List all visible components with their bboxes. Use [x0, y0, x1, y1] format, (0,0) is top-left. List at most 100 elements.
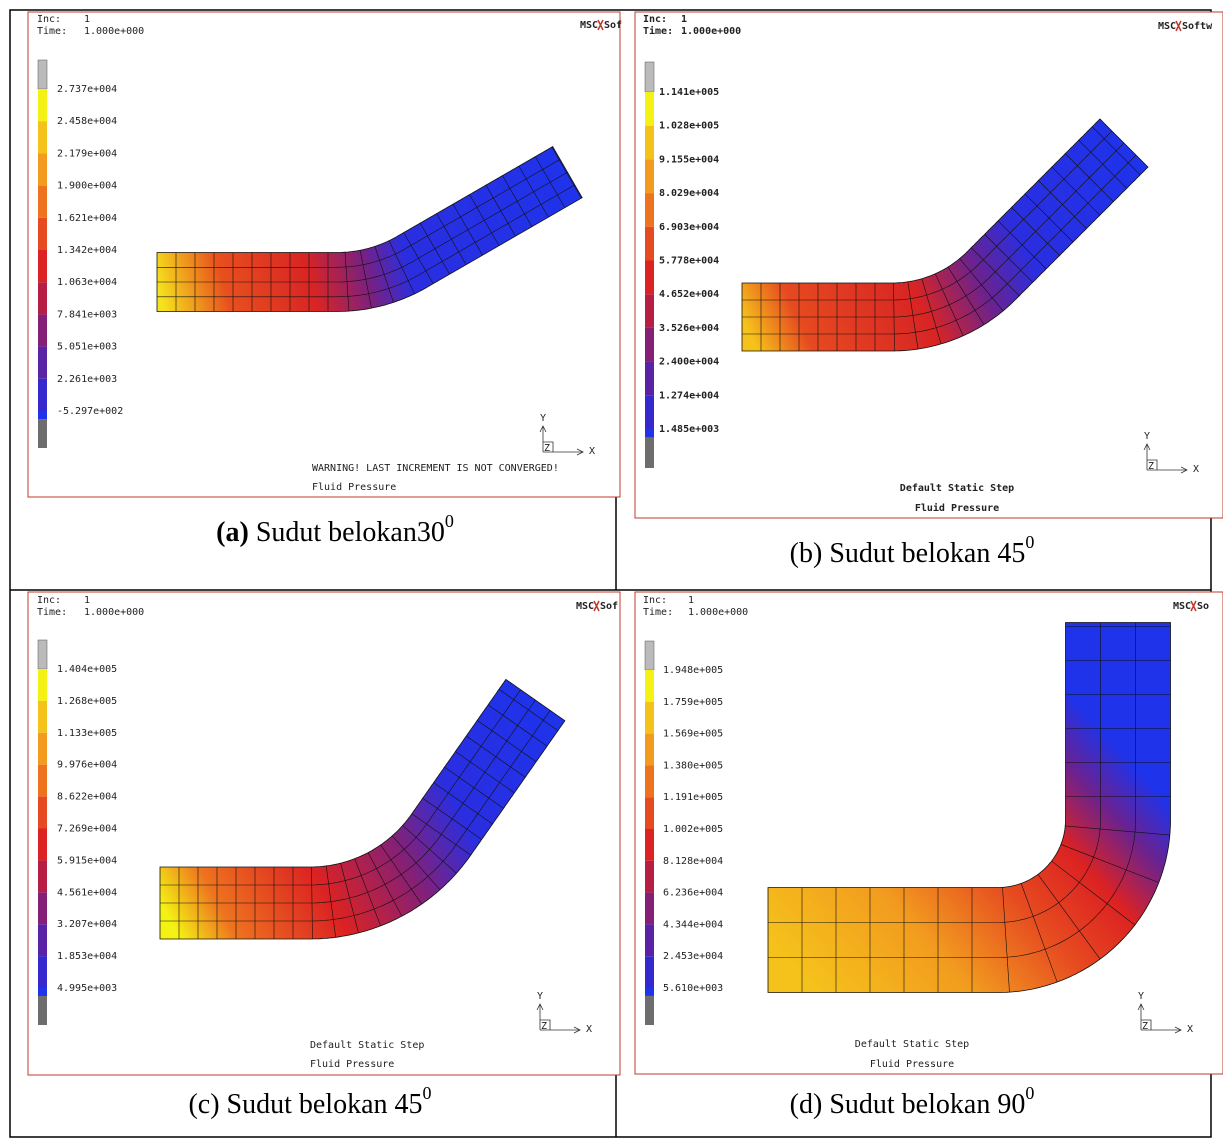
inc-value: 1: [84, 14, 90, 25]
legend-label: 2.453e+004: [663, 951, 723, 962]
legend-label: 1.759e+005: [663, 697, 723, 708]
caption-text: Sudut belokan 45: [829, 538, 1025, 569]
legend-label: 5.610e+003: [663, 983, 723, 994]
colorbar-band: [645, 227, 654, 261]
legend-label: 2.179e+004: [57, 148, 117, 159]
legend-label: 1.404e+005: [57, 664, 117, 675]
colorbar-band: [645, 734, 654, 766]
colorbar-band: [38, 988, 47, 996]
panel: Inc:1Time:1.000e+000MSCSof1.404e+0051.26…: [28, 592, 620, 1075]
legend-label: 8.622e+004: [57, 792, 117, 803]
time-label: Time:: [643, 607, 673, 618]
legend-label: 5.915e+004: [57, 855, 117, 866]
legend-label: -5.297e+002: [57, 406, 123, 417]
colorbar-band: [38, 121, 47, 153]
status-message: Fluid Pressure: [870, 1059, 954, 1070]
logo-tail: So: [1197, 601, 1209, 612]
caption-space: [220, 1089, 227, 1120]
colorbar-band: [38, 89, 47, 121]
caption-text: Sudut belokan30: [256, 517, 445, 548]
colorbar-band: [38, 282, 47, 314]
legend-label: 1.900e+004: [57, 181, 117, 192]
legend-label: 2.737e+004: [57, 84, 117, 95]
colorbar-cap: [38, 419, 47, 448]
status-message: WARNING! LAST INCREMENT IS NOT CONVERGED…: [312, 463, 559, 474]
colorbar-band: [645, 193, 654, 227]
time-value: 1.000e+000: [688, 607, 748, 618]
colorbar-band: [38, 314, 47, 346]
colorbar-band: [645, 956, 654, 988]
inc-value: 1: [681, 14, 687, 25]
time-label: Time:: [643, 25, 673, 37]
legend-label: 9.155e+004: [659, 154, 719, 165]
inc-label: Inc:: [37, 14, 61, 25]
colorbar-cap: [645, 437, 654, 468]
colorbar-band: [645, 765, 654, 797]
axis-label: X: [1187, 1024, 1193, 1035]
legend-label: 1.141e+005: [659, 87, 719, 98]
legend-label: 7.841e+003: [57, 309, 117, 320]
legend-label: 8.029e+004: [659, 188, 719, 199]
colorbar-band: [38, 829, 47, 861]
time-value: 1.000e+000: [84, 26, 144, 37]
legend-label: 1.853e+004: [57, 951, 117, 962]
axis-label: Y: [540, 413, 546, 424]
logo-tail: Sof: [600, 601, 618, 612]
axis-label: Z: [541, 1021, 547, 1032]
legend-label: 1.342e+004: [57, 245, 117, 256]
colorbar-band: [645, 362, 654, 396]
inc-value: 1: [688, 595, 694, 606]
legend-label: 1.569e+005: [663, 729, 723, 740]
legend-label: 6.236e+004: [663, 888, 723, 899]
figure: Inc: 1 Time: 1.000e+000 MSC Sof 2.737e+004 2.45…: [0, 0, 1223, 1138]
colorbar-band: [645, 829, 654, 861]
caption-text: Sudut belokan 45: [227, 1089, 423, 1120]
colorbar-band: [38, 186, 47, 218]
legend-label: 1.002e+005: [663, 824, 723, 835]
colorbar-band: [38, 765, 47, 797]
legend-label: 7.269e+004: [57, 824, 117, 835]
colorbar-band: [645, 328, 654, 362]
colorbar-band: [38, 347, 47, 379]
inc-label: Inc:: [37, 595, 61, 606]
axis-label: Y: [1144, 431, 1150, 442]
time-value: 1.000e+000: [84, 607, 144, 618]
colorbar-band: [645, 988, 654, 996]
legend-label: 1.274e+004: [659, 390, 719, 401]
axis-label: Y: [537, 991, 543, 1002]
colorbar-band: [38, 669, 47, 701]
colorbar-band: [645, 429, 654, 437]
status-message: Default Static Step: [900, 482, 1014, 494]
caption-space: [822, 538, 829, 569]
logo-tail: Softw: [1182, 21, 1213, 32]
axis-label: Y: [1138, 991, 1144, 1002]
caption: (a) Sudut belokan300: [216, 511, 454, 548]
colorbar-band: [645, 702, 654, 734]
legend-label: 3.526e+004: [659, 323, 719, 334]
colorbar-band: [38, 892, 47, 924]
status-message: Default Static Step: [310, 1040, 424, 1051]
axis-label: X: [1193, 464, 1199, 475]
colorbar-band: [38, 924, 47, 956]
caption-space: [249, 517, 256, 548]
legend-label: 1.948e+005: [663, 665, 723, 676]
legend-label: 2.400e+004: [659, 357, 719, 368]
time-value: 1.000e+000: [681, 26, 741, 37]
inc-value: 1: [84, 595, 90, 606]
colorbar-band: [38, 250, 47, 282]
logo-tail: Sof: [604, 20, 622, 31]
caption: (b) Sudut belokan 450: [790, 532, 1035, 569]
legend-label: 1.268e+005: [57, 696, 117, 707]
legend-label: 2.261e+003: [57, 374, 117, 385]
logo: MSC: [1173, 601, 1191, 612]
legend-label: 8.128e+004: [663, 856, 723, 867]
colorbar-cap: [38, 996, 47, 1025]
caption-label: (c): [188, 1089, 219, 1120]
caption-sup: 0: [445, 511, 454, 531]
legend-label: 6.903e+004: [659, 222, 719, 233]
caption-sup: 0: [423, 1083, 432, 1103]
colorbar-band: [645, 261, 654, 295]
legend-label: 1.133e+005: [57, 728, 117, 739]
